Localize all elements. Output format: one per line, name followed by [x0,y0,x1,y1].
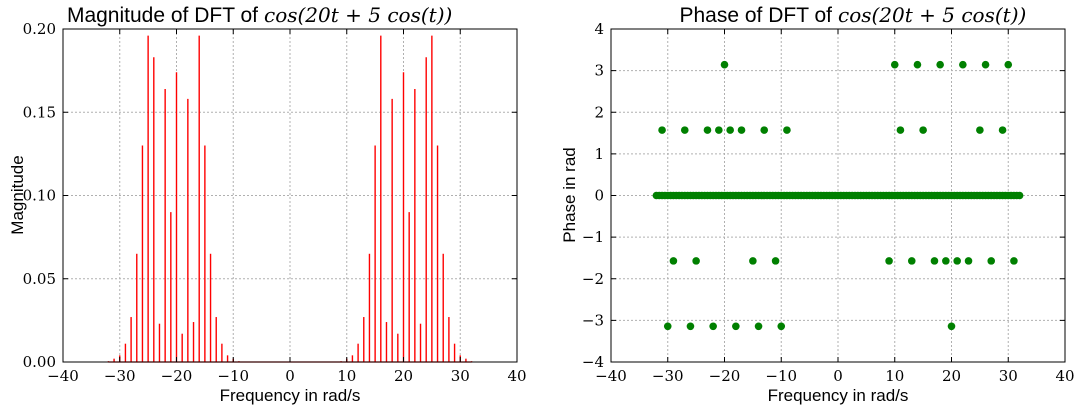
phase-point [663,322,672,331]
magnitude-chart: Magnitude of DFT of cos(20t + 5 cos(t)) … [8,3,527,405]
phase-point [907,257,916,265]
phase-point [930,257,939,265]
magnitude-y-tick-label: 0.20 [23,20,56,38]
phase-point [749,257,757,265]
phase-grid [611,29,1065,362]
magnitude-ticks: −40 −30 −20 −10 0 10 20 30 40 0.00 0.05 0.10 0.15 0.2… [23,20,527,385]
phase-point [947,322,956,331]
phase-point [692,257,700,265]
phase-point [1004,60,1013,69]
phase-x-tick-label: 30 [999,367,1018,385]
magnitude-y-tick-label: 0.10 [23,187,56,205]
phase-point [885,257,893,265]
phase-y-tick-label: −1 [582,228,604,246]
magnitude-x-tick-label: 10 [337,367,356,385]
phase-point [709,322,717,331]
phase-x-tick-label: 10 [885,367,904,385]
phase-point [1010,257,1018,265]
phase-point [686,322,695,331]
magnitude-x-tick-label: 40 [507,367,526,385]
magnitude-y-tick-label: 0.00 [23,353,56,371]
phase-y-tick-label: −2 [582,270,604,288]
phase-point [658,126,666,134]
phase-point [669,257,678,265]
magnitude-chart-title: Magnitude of DFT of [67,4,258,27]
magnitude-y-axis-label: Magnitude [8,155,27,234]
phase-point [680,126,689,134]
phase-point-zero [1015,191,1024,200]
phase-y-tick-label: −3 [582,311,604,329]
phase-point [754,322,763,331]
phase-point [959,60,967,69]
phase-chart-title: Phase of DFT of [679,4,832,27]
phase-x-tick-label: −40 [595,367,627,385]
phase-x-tick-label: −30 [652,367,684,385]
phase-point [942,257,950,265]
phase-point [964,257,973,265]
magnitude-y-tick-label: 0.15 [23,103,56,121]
phase-y-tick-label: 3 [594,62,604,80]
phase-point [737,126,746,134]
phase-point [771,257,780,265]
phase-points [652,60,1024,331]
phase-x-tick-label: 20 [942,367,961,385]
phase-x-tick-label: 0 [833,367,843,385]
phase-y-tick-label: −4 [582,353,604,371]
phase-x-tick-label: −20 [709,367,741,385]
magnitude-x-tick-label: −10 [217,367,249,385]
phase-y-tick-label: 0 [594,187,604,205]
magnitude-y-tick-label: 0.05 [23,270,56,288]
phase-point [720,60,729,69]
magnitude-x-tick-label: 0 [285,367,295,385]
phase-x-tick-label: −10 [765,367,797,385]
magnitude-chart-title-math: cos(20t + 5 cos(t)) [264,3,452,27]
phase-point [919,126,927,134]
phase-point [953,257,961,265]
magnitude-x-tick-label: −40 [47,367,79,385]
phase-y-tick-label: 4 [594,20,604,38]
phase-y-axis-label: Phase in rad [560,147,579,242]
magnitude-bars [107,35,473,363]
magnitude-x-tick-label: 20 [394,367,413,385]
magnitude-x-tick-label: −30 [104,367,136,385]
phase-point [936,60,944,69]
magnitude-x-tick-label: −20 [161,367,193,385]
magnitude-x-axis-label: Frequency in rad/s [220,386,361,405]
phase-point [981,60,990,69]
magnitude-x-tick-label: 30 [451,367,470,385]
phase-y-tick-label: 2 [594,103,604,121]
phase-point [732,322,740,331]
phase-point [896,126,905,134]
phase-point [987,257,996,265]
phase-point [760,126,769,134]
phase-point [890,60,899,69]
phase-point [976,126,984,134]
phase-point [777,322,786,331]
phase-point [726,126,734,134]
phase-chart-title-math: cos(20t + 5 cos(t)) [838,3,1026,27]
phase-point [715,126,723,134]
phase-chart: Phase of DFT of cos(20t + 5 cos(t)) −40−… [560,3,1075,405]
phase-point [998,126,1007,134]
phase-y-tick-label: 1 [594,145,604,163]
phase-x-tick-label: 40 [1055,367,1074,385]
phase-point [913,60,922,69]
phase-point [703,126,712,134]
phase-x-axis-label: Frequency in rad/s [768,386,909,405]
phase-point [783,126,791,134]
magnitude-grid [63,29,517,362]
